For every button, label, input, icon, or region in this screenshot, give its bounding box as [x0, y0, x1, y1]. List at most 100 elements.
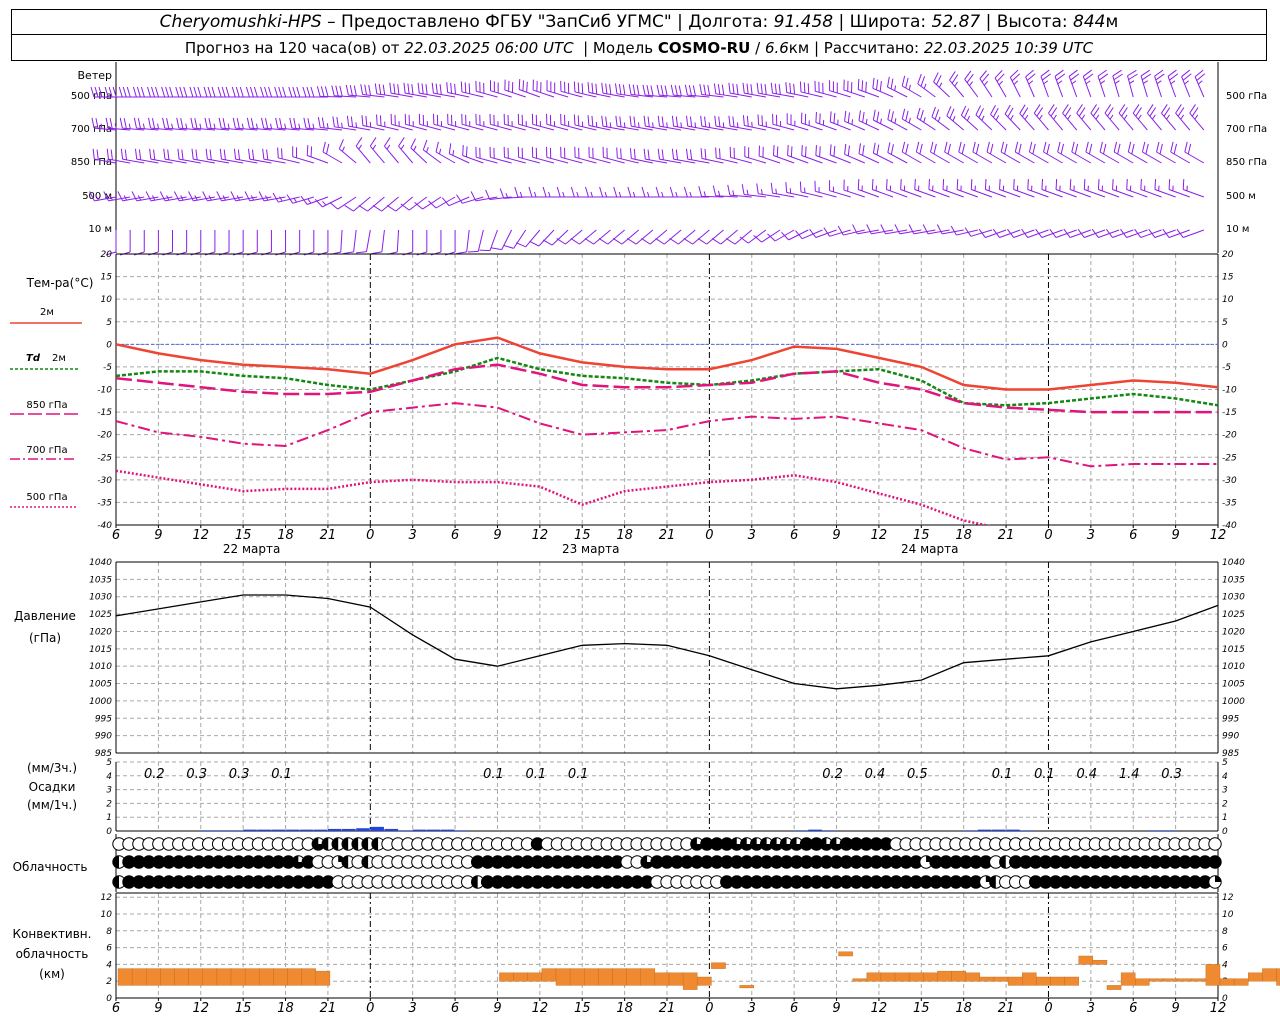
wind-barb-feather — [1011, 73, 1021, 82]
wind-barb — [1021, 228, 1049, 238]
wind-barb-feather — [618, 83, 622, 95]
wind-barb-staff — [1167, 76, 1177, 98]
lat-label: Широта: — [849, 12, 927, 32]
wind-barb-feather — [231, 86, 236, 98]
wind-barb-feather — [479, 249, 490, 252]
wind-barb-feather — [119, 117, 123, 129]
wind-barb-feather — [98, 86, 103, 98]
wind-barb — [814, 180, 837, 198]
pressure-line — [115, 594, 1219, 690]
temp-ytick-left: 0 — [106, 340, 112, 350]
wind-barb-feather — [1155, 73, 1165, 81]
temp-ytick-left: 20 — [101, 250, 113, 260]
cloud-symbol — [361, 855, 375, 869]
temp-ytick-left: -15 — [97, 408, 112, 418]
wind-barb-staff — [593, 229, 611, 245]
wind-barb-half-feather — [284, 123, 287, 129]
wind-barb-feather — [397, 84, 400, 95]
wind-barb-feather — [612, 237, 623, 245]
wind-barb-feather — [1021, 228, 1029, 238]
wind-barb-feather — [151, 118, 156, 129]
cloud-three-quarter — [690, 837, 704, 851]
wind-barb-half-feather — [439, 148, 442, 155]
wind-barb — [699, 84, 724, 98]
wind-barb-staff — [462, 196, 484, 204]
wind-barb — [901, 75, 922, 98]
wind-barb-feather — [138, 149, 142, 160]
wind-barb-staff — [985, 229, 1007, 238]
wind-barb-half-feather — [270, 123, 273, 129]
wind-barb-feather — [410, 138, 416, 149]
temp-ytick-right: -30 — [1222, 476, 1237, 486]
wind-barb — [936, 224, 964, 235]
wind-barb — [529, 229, 555, 247]
wind-barb — [612, 229, 640, 245]
cloud-three-quarter — [830, 837, 843, 851]
wind-barb-half-feather — [609, 122, 612, 128]
wind-barb-staff — [365, 229, 371, 252]
cloud-symbol — [341, 837, 355, 851]
wind-barb-feather — [601, 115, 604, 127]
wind-barb-feather — [162, 117, 166, 129]
precip-ytick-left: 3 — [106, 786, 112, 796]
conv-xtick-label: 18 — [616, 1001, 633, 1016]
wind-barb-feather — [368, 85, 372, 96]
wind-barb-feather — [700, 148, 703, 159]
wind-barb — [514, 186, 540, 198]
wind-barb-half-feather — [937, 116, 941, 122]
wind-barb-feather — [145, 191, 152, 202]
wind-barb-feather — [218, 117, 222, 129]
wind-barb — [585, 186, 611, 198]
wind-barb — [669, 229, 696, 245]
conv-bar — [1219, 978, 1235, 986]
wind-barb-feather — [823, 227, 831, 237]
wind-barb — [261, 230, 272, 256]
lat-value: 52.87 — [931, 12, 981, 32]
wind-barb-feather — [970, 179, 973, 190]
wind-barb-feather — [209, 149, 212, 160]
wind-barb — [886, 179, 908, 198]
wind-barb — [430, 230, 442, 256]
wind-barb-staff — [607, 229, 625, 245]
wind-barb-half-feather — [400, 144, 405, 150]
wind-barb-feather — [320, 86, 325, 97]
wind-barb — [958, 141, 979, 164]
wind-barb-feather — [714, 115, 717, 127]
wind-barb — [358, 196, 385, 212]
wind-barb — [742, 115, 766, 131]
temp-xtick-label: 3 — [1087, 528, 1095, 543]
wind-barb-feather — [246, 117, 250, 129]
wind-barb-feather — [120, 148, 124, 160]
conv-xtick-label: 3 — [748, 1001, 756, 1016]
wind-barb-feather — [746, 115, 749, 127]
wind-barb-feather — [372, 204, 382, 212]
wind-barb-half-feather — [637, 122, 640, 128]
wind-barb — [770, 182, 795, 198]
conv-ytick-right: 8 — [1222, 927, 1228, 937]
wind-barb — [261, 117, 286, 131]
pressure-ytick-right: 1000 — [1222, 697, 1245, 707]
wind-barb — [727, 184, 752, 198]
wind-barb — [728, 82, 752, 98]
wind-barb — [866, 224, 894, 235]
wind-barb-feather — [1191, 107, 1199, 117]
wind-barb — [829, 180, 851, 198]
wind-barb-feather — [131, 191, 138, 202]
temp-ytick-left: -10 — [97, 386, 112, 396]
wind-barb-feather — [697, 237, 707, 245]
wind-barb — [858, 143, 880, 164]
wind-barb — [1063, 228, 1092, 238]
cloud-symbol — [1208, 837, 1222, 851]
wind-barb-feather — [718, 116, 721, 127]
precip-bar — [398, 830, 413, 831]
precip-bar — [356, 828, 370, 831]
wind-barb — [979, 70, 993, 98]
temp-series-1 — [116, 356, 1218, 407]
wind-barb-staff — [946, 115, 965, 131]
temp-ytick-right: 5 — [1222, 318, 1228, 328]
pressure-axis-unit: (гПа) — [29, 631, 61, 645]
conv-axis-title-1: Конвективн. — [13, 927, 92, 941]
conv-bar — [626, 968, 641, 986]
wind-barb-feather — [1000, 141, 1005, 153]
wind-barb-staff — [475, 196, 498, 202]
